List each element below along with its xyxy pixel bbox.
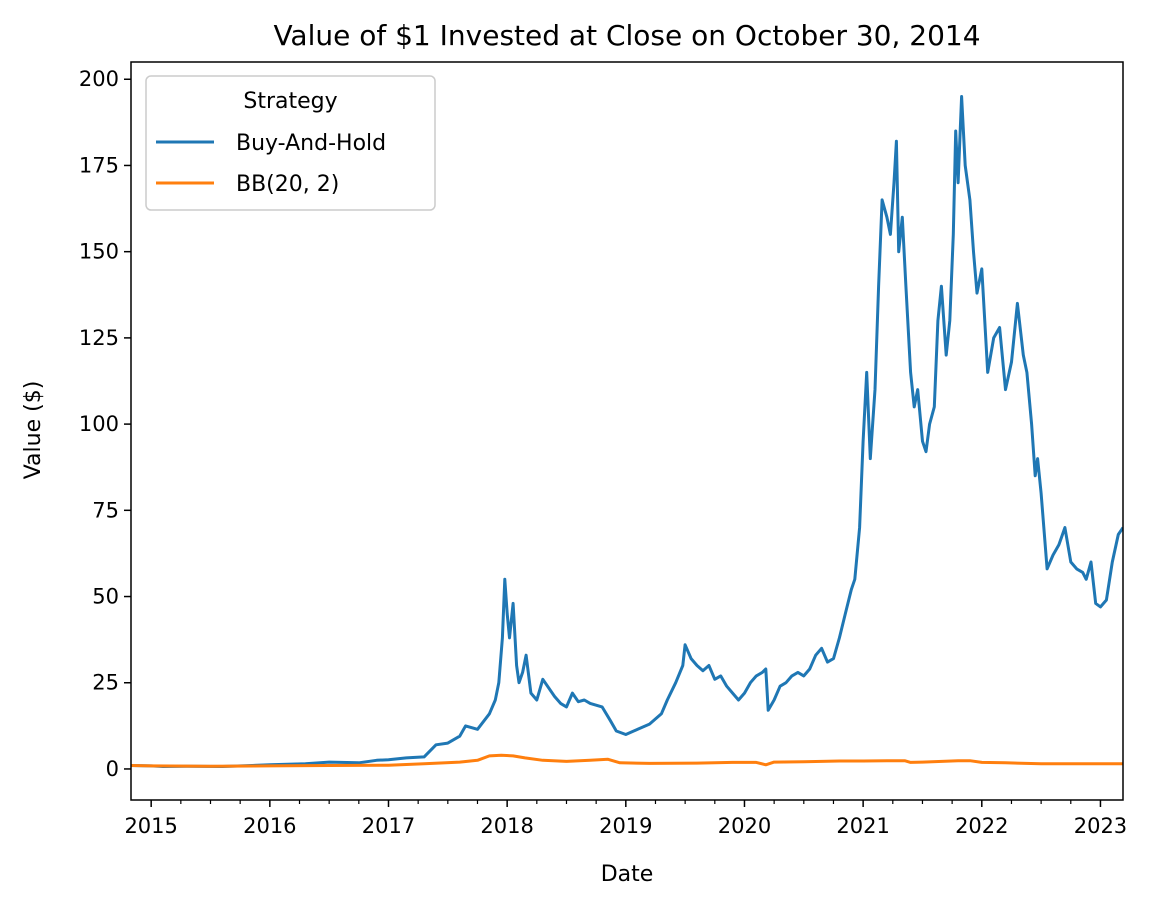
x-tick-label: 2022	[955, 814, 1008, 838]
x-tick-label: 2015	[124, 814, 177, 838]
x-axis-title: Date	[601, 862, 654, 887]
series-line-buy-and-hold	[131, 95, 1123, 768]
y-tick-label: 25	[92, 671, 119, 695]
axes-frame	[130, 61, 1124, 801]
x-tick-label: 2023	[1074, 814, 1127, 838]
y-tick-label: 125	[79, 326, 119, 350]
y-tick-label: 50	[92, 585, 119, 609]
y-tick-label: 0	[106, 757, 119, 781]
y-tick-label: 200	[79, 67, 119, 91]
x-tick-label: 2021	[836, 814, 889, 838]
legend-title: Strategy	[243, 89, 337, 114]
legend: Strategy Buy-And-Hold BB(20, 2)	[145, 75, 436, 211]
legend-box	[145, 75, 436, 211]
x-tick-label: 2019	[599, 814, 652, 838]
x-tick-label: 2016	[243, 814, 296, 838]
y-tick-label: 175	[79, 153, 119, 177]
legend-entry-label: Buy-And-Hold	[236, 131, 386, 156]
x-tick-label: 2018	[480, 814, 533, 838]
y-tick-label: 100	[79, 412, 119, 436]
x-tick-label: 2017	[362, 814, 415, 838]
chart-title: Value of $1 Invested at Close on October…	[273, 19, 980, 52]
y-axis-title: Value ($)	[21, 381, 46, 480]
series-layer	[131, 95, 1123, 768]
legend-entry-label: BB(20, 2)	[236, 172, 339, 197]
y-tick-label: 150	[79, 240, 119, 264]
y-tick-label: 75	[92, 498, 119, 522]
x-tick-label: 2020	[718, 814, 771, 838]
series-line-bb-20-2	[131, 753, 1123, 768]
axes-layer: 0 25 50 75 100 125 150 175 200 2015 2016 2017 2018 20…	[79, 61, 1127, 838]
